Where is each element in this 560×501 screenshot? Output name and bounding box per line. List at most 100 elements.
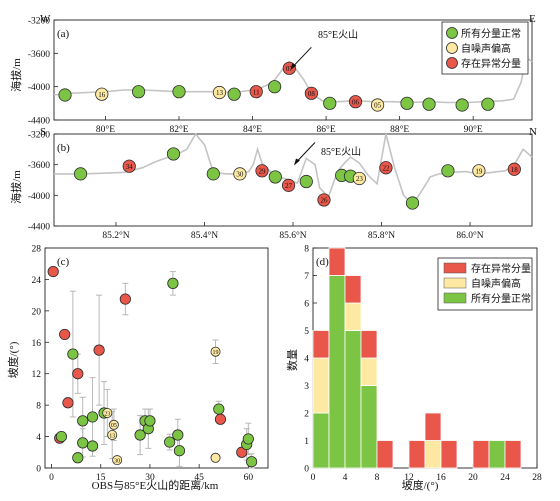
panel-b-station-marker (281, 178, 296, 192)
panel-b-station-marker (472, 164, 486, 178)
panel-c-ylabel: 坡度/(°) (6, 341, 20, 378)
panel-c-point (246, 456, 258, 468)
panel-a-elevation-profile: W E 海拔/m (a) -4400 -4000 -3600 -3200 80°E 82°… (9, 13, 536, 135)
panel-d-legend: 存在异常分量 自噪声偏高 所有分量正常 (437, 257, 533, 311)
panel-c-point (77, 415, 89, 427)
panel-b-station-marker (268, 170, 282, 184)
panel-c-point (167, 277, 179, 289)
panel-c-point (214, 413, 227, 425)
panel-a-station-marker (95, 87, 109, 101)
panel-c-xtick-label: 30 (145, 473, 155, 483)
panel-a-ytick-label: -3200 (28, 17, 50, 27)
panel-d-bar-segment (360, 357, 378, 386)
panel-d-xtick-label: 8 (375, 473, 380, 483)
panel-b-station-marker (73, 167, 88, 181)
panel-a-legend: 所有分量正常 自噪声偏高 存在异常分量 (441, 21, 529, 75)
panel-c-point (173, 445, 186, 457)
panel-a-station-marker (348, 95, 363, 109)
panel-b-station-marker (379, 161, 393, 175)
panel-a-frame (53, 19, 533, 121)
panel-d-xtick-label: 28 (532, 473, 542, 483)
panel-b-annotation-arrow (295, 142, 316, 163)
panel-c-xtick-label: 0 (49, 473, 54, 483)
panel-a-station-marker (304, 86, 318, 100)
panel-b-station-marker (166, 147, 181, 161)
legend-label-normal: 所有分量正常 (461, 27, 521, 40)
panel-b-ytick-label: -4400 (28, 223, 50, 233)
panel-b-ylabel: 海拔/m (9, 170, 23, 204)
panel-a-xtick-label: 88°E (390, 124, 409, 135)
panel-d-bar-segment (424, 412, 442, 441)
panel-b-plot: 34 30 29 27 26 23 22 19 18 (54, 132, 533, 210)
panel-b-station-label: 27 (285, 182, 293, 190)
panel-c-ticks: 0 4 8 12 16 20 24 28 0 15 30 45 60 (32, 245, 254, 484)
panel-c-ytick-label: 8 (36, 402, 41, 412)
panel-d-bar-segment (312, 330, 330, 359)
panel-c-point (107, 429, 118, 440)
panel-c-point (86, 440, 99, 452)
panel-b-ytick-label: -4000 (28, 192, 50, 202)
panel-a-xtick-label: 90°E (464, 124, 483, 135)
panel-a-station-marker (400, 96, 414, 110)
panel-a-station-marker (268, 80, 282, 94)
panel-b-xtick-label: 86.0°N (456, 230, 483, 241)
panel-d-bar-segment (440, 440, 458, 469)
panel-c-point-label: 30 (114, 458, 120, 464)
panel-c-point (59, 328, 71, 341)
panel-b-station-marker (299, 174, 313, 189)
panel-c-point (210, 346, 221, 357)
panel-d-bar-segment (344, 330, 362, 469)
panel-a-station-label: 11 (253, 88, 260, 96)
panel-a-station-label: 07 (286, 65, 294, 73)
panel-b-station-marker (507, 162, 521, 176)
panel-d-xlabel: 坡度/(°) (402, 478, 439, 492)
panel-c-point-label: 13 (109, 433, 115, 439)
panel-d-bar-segment (344, 302, 362, 331)
panel-b-station-label: 34 (126, 163, 134, 171)
panel-a-station-marker (131, 85, 146, 99)
panel-a-axes (53, 19, 533, 121)
panel-c-ytick-label: 20 (32, 307, 42, 317)
panel-b-station-marker (441, 164, 455, 178)
panel-c-ytick-label: 0 (36, 465, 41, 475)
panel-b-station-marker (405, 196, 420, 210)
panel-c-point (112, 455, 123, 466)
panel-b-station-marker (233, 167, 247, 181)
panel-c-point-label: 05 (111, 423, 117, 429)
panel-b-annotation-text: 85°E火山 (321, 146, 361, 158)
panel-d-xtick-label: 24 (500, 473, 510, 483)
panel-a-station-marker (58, 88, 72, 102)
panel-c-point (213, 403, 225, 415)
panel-b-label: (b) (57, 142, 70, 154)
panel-b-station-marker (255, 164, 269, 178)
panel-d-ytick-label: 5 (304, 327, 309, 337)
panel-d-xtick-label: 0 (311, 473, 316, 483)
panel-c-point-label: 23 (104, 411, 110, 417)
legend-marker-noise (446, 42, 458, 54)
panel-d-bar-segment (312, 357, 330, 414)
panel-b-station-marker (122, 159, 136, 173)
panel-c-xtick-label: 60 (244, 473, 254, 483)
panel-b-corner-right: N (529, 126, 537, 138)
panel-c-point (72, 452, 84, 464)
panel-d-ytick-label: 3 (304, 382, 309, 392)
panel-c-axes (44, 247, 269, 469)
panel-d-bar-segment (408, 440, 426, 469)
panel-c-ytick-label: 4 (36, 433, 41, 443)
panel-a-station-marker (249, 85, 263, 99)
panel-b-ytick-label: -3200 (28, 131, 50, 141)
panel-b-station-label: 18 (511, 166, 519, 174)
panel-d-ytick-label: 2 (304, 410, 309, 420)
panel-d-bar-segment (504, 440, 522, 469)
panel-d-bar-segment (344, 275, 362, 304)
panel-c-point (102, 407, 113, 418)
panel-a-ytick-label: -3600 (28, 50, 50, 60)
panel-c-point (134, 429, 146, 441)
panel-a-station-marker (481, 97, 495, 111)
panel-a-ticks: -4400 -4000 -3600 -3200 80°E 82°E 84°E 86°E 88°E… (28, 17, 483, 136)
legend-swatch-abnormal (443, 262, 467, 274)
panel-a-station-marker (227, 87, 241, 101)
panel-a-station-marker (370, 98, 385, 112)
panel-b-elevation-profile: S N 海拔/m (b) -4400 -4000 -3600 -3200 85.2°N 8… (9, 126, 537, 241)
